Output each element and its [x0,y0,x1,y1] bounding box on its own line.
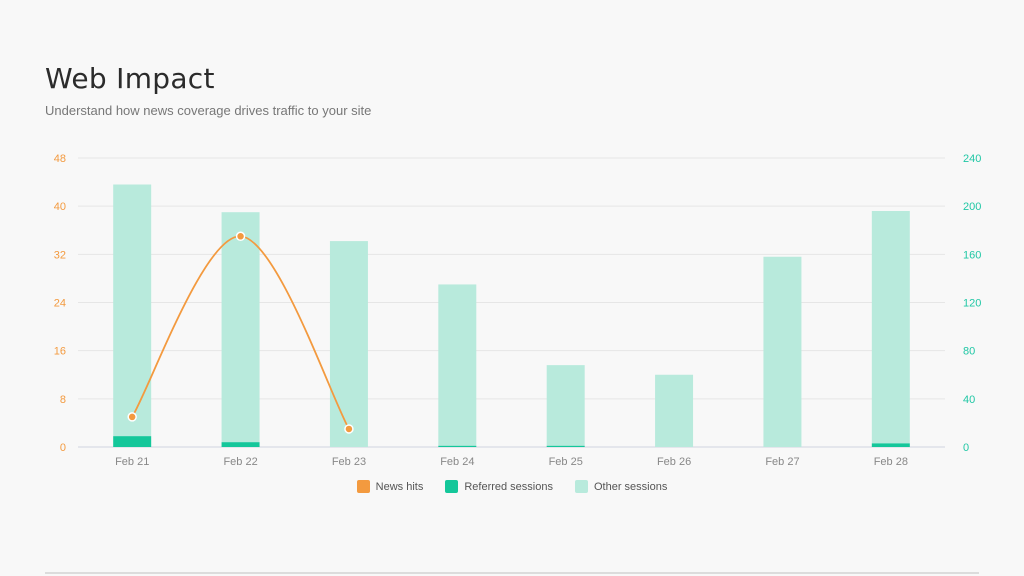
news-hits-point [235,231,246,242]
left-axis-tick-label: 16 [54,346,66,358]
legend-item[interactable]: Referred sessions [445,480,553,493]
right-axis-tick-label: 0 [963,442,969,454]
right-axis-tick-label: 120 [963,298,981,310]
right-axis-tick-label: 200 [963,201,981,213]
chart-legend: News hits Referred sessions Other sessions [0,480,1024,493]
news-hits-point [127,412,137,422]
left-axis-tick-label: 48 [54,153,66,165]
legend-label: News hits [375,480,424,493]
bar-other-sessions [221,212,260,443]
bar-other-sessions [438,284,477,446]
bar-other-sessions [113,184,152,437]
right-axis-tick-label: 240 [963,153,981,165]
bar-referred-sessions [438,445,477,447]
left-axis-tick-label: 40 [54,201,66,213]
bar-referred-sessions [113,436,152,447]
bar-other-sessions [763,256,802,447]
right-axis-tick-label: 160 [963,249,981,261]
bar-other-sessions [546,365,585,446]
left-axis-tick-label: 32 [54,249,66,261]
right-axis-tick-label: 80 [963,346,975,358]
x-axis-tick-label: Feb 24 [440,456,474,468]
legend-swatch [574,480,588,493]
x-axis-tick-label: Feb 28 [874,456,908,468]
page-title: Web Impact [45,62,215,95]
legend-item[interactable]: Other sessions [574,480,668,493]
right-axis-tick-label: 40 [963,394,975,406]
x-axis-tick-label: Feb 25 [549,456,583,468]
left-axis-tick-label: 0 [60,442,66,454]
bar-referred-sessions [546,445,585,447]
legend-swatch [445,480,459,493]
x-axis-tick-label: Feb 23 [332,456,366,468]
bottom-divider [45,572,979,574]
left-axis-tick-label: 8 [60,394,66,406]
legend-label: Other sessions [593,480,668,493]
bar-other-sessions [871,210,910,444]
legend-item[interactable]: News hits [356,480,424,493]
left-axis-tick-label: 24 [54,298,66,310]
x-axis-tick-label: Feb 27 [765,456,799,468]
news-hits-point [344,424,354,434]
legend-label: Referred sessions [464,480,553,493]
bar-other-sessions [329,241,368,447]
bar-referred-sessions [871,443,910,447]
page-subtitle: Understand how news coverage drives traf… [45,103,372,118]
x-axis-tick-label: Feb 21 [115,456,149,468]
bar-referred-sessions [221,442,260,447]
bar-other-sessions [655,374,694,447]
legend-swatch [356,480,370,493]
x-axis-tick-label: Feb 26 [657,456,691,468]
x-axis-tick-label: Feb 22 [223,456,257,468]
